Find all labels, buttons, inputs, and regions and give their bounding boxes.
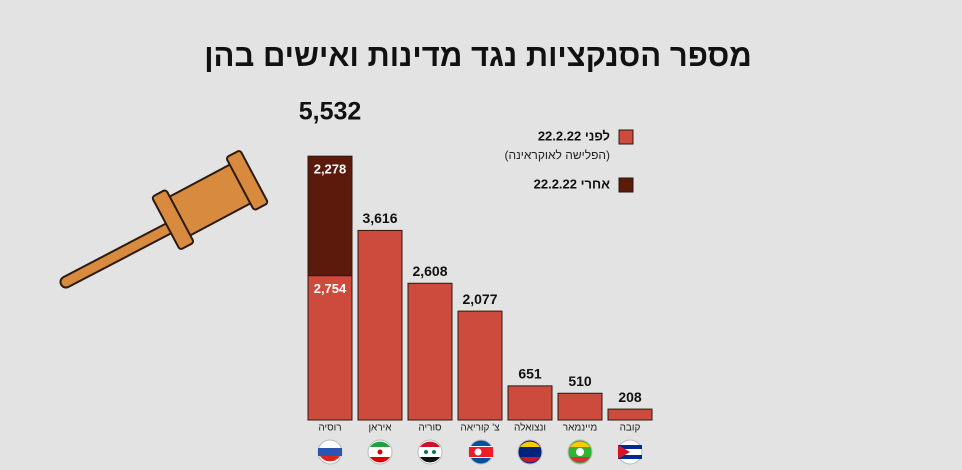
bar [357, 229, 403, 421]
bar [557, 392, 603, 421]
value-label: 2,278 [314, 162, 347, 177]
bar [407, 282, 453, 421]
x-tick-label: רוסיה [318, 423, 341, 434]
value-label: 208 [618, 389, 642, 405]
legend-label: לפני 22.2.22 [538, 128, 610, 143]
x-tick-label: איראן [368, 423, 392, 434]
legend-swatch [618, 177, 634, 193]
x-tick-label: צ' קוריאה [460, 423, 500, 434]
legend-note: (הפלישה לאוקראינה) [504, 148, 610, 162]
value-label: 2,077 [462, 291, 497, 307]
bar [457, 310, 503, 421]
value-label: 2,608 [412, 263, 447, 279]
x-tick-label: ונצואלה [514, 422, 546, 434]
bar [607, 408, 653, 421]
x-tick-label: מיינמאר [563, 423, 598, 434]
bar [307, 275, 353, 421]
legend-swatch [618, 129, 634, 145]
value-label: 3,616 [362, 210, 397, 226]
bar [507, 385, 553, 421]
x-tick-label: סוריה [418, 423, 442, 434]
bar [307, 155, 353, 277]
flags [317, 439, 643, 465]
gavel-icon [59, 150, 269, 289]
x-tick-label: קובה [620, 423, 641, 434]
value-label: 2,754 [314, 281, 347, 296]
value-label: 510 [568, 373, 592, 389]
chart-title: מספר הסנקציות נגד מדינות ואישים בהן [204, 38, 752, 73]
total-label: 5,532 [299, 98, 362, 126]
legend-label: אחרי 22.2.22 [534, 176, 611, 191]
value-label: 651 [518, 366, 542, 382]
